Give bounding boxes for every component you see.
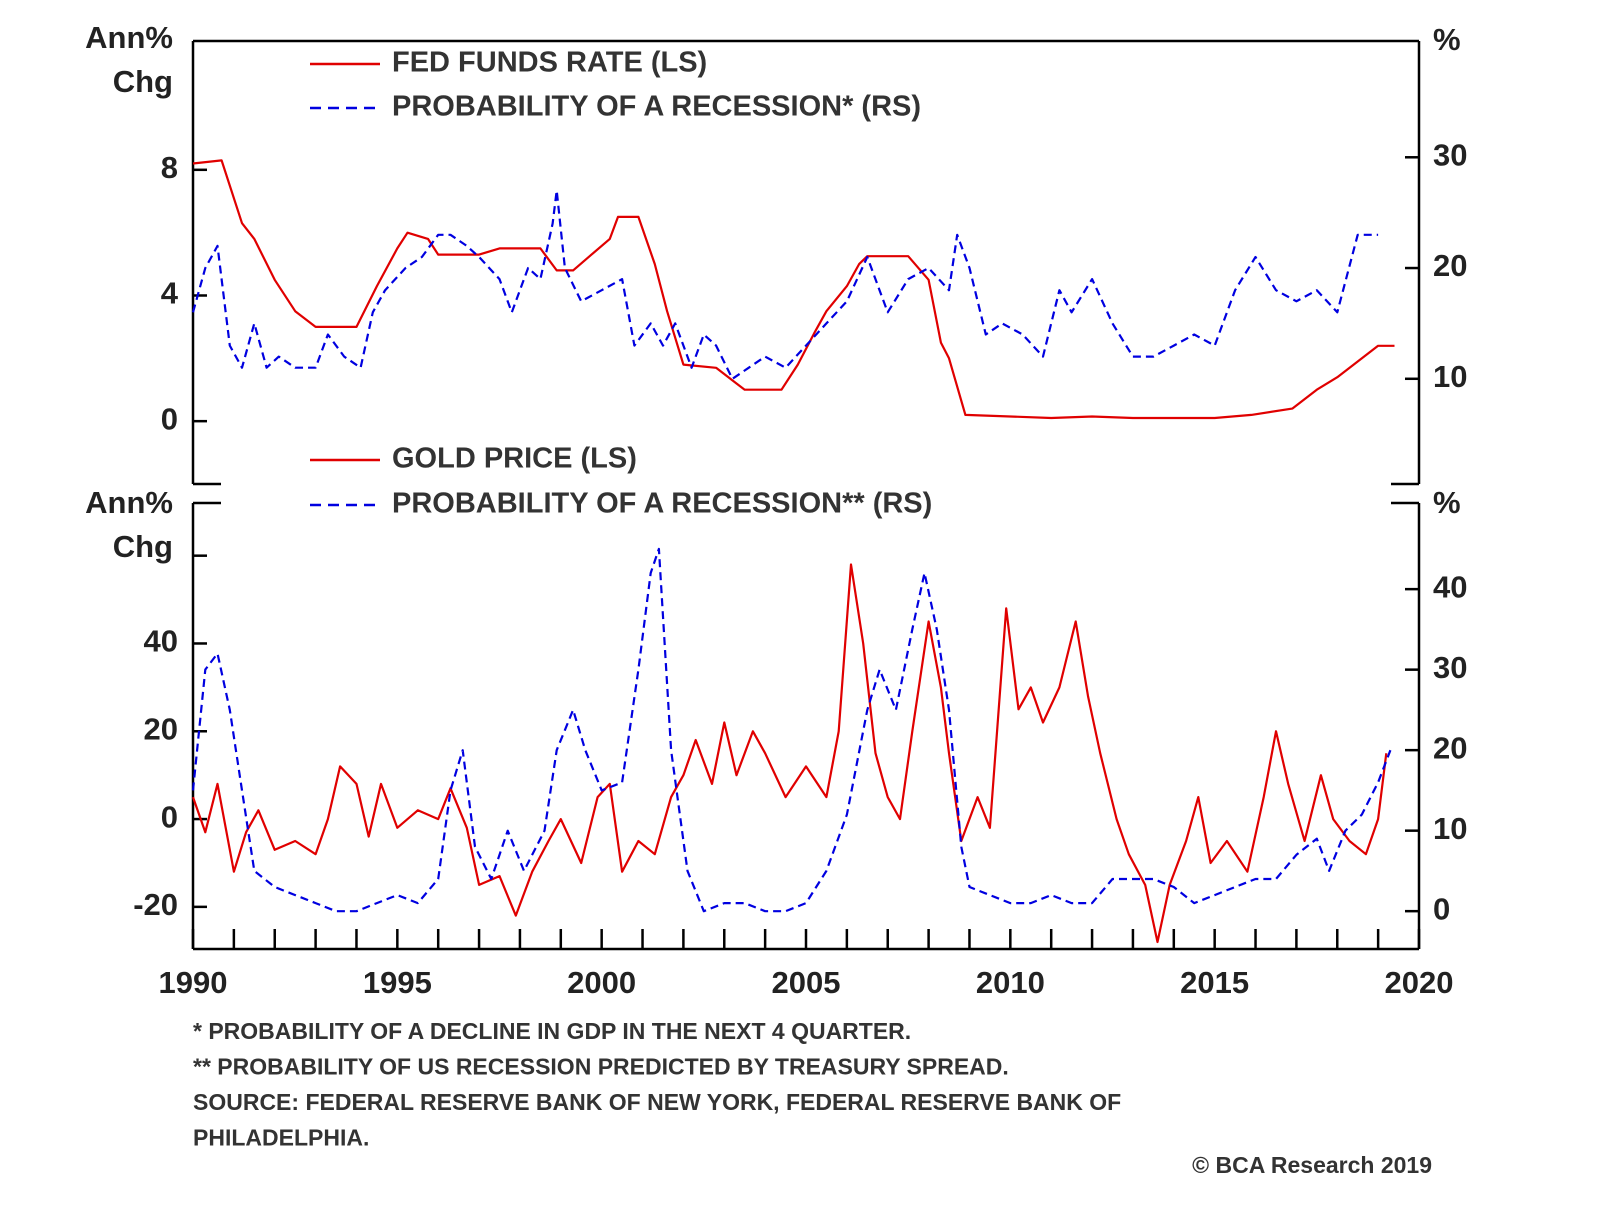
series-line xyxy=(192,159,1395,420)
y-tick-label: -20 xyxy=(133,887,178,922)
series-line xyxy=(191,563,1388,944)
y2-tick-label: 10 xyxy=(1433,359,1467,394)
legend-label: GOLD PRICE (LS) xyxy=(392,443,637,475)
y2-tick-label: 20 xyxy=(1433,730,1467,765)
y-tick-label: 4 xyxy=(161,276,179,311)
x-tick-label: 1995 xyxy=(363,965,432,1000)
y2-tick-label: 30 xyxy=(1433,137,1467,172)
y-axis-label: Ann% xyxy=(85,20,173,55)
x-tick-label: 2000 xyxy=(567,965,636,1000)
x-tick-label: 1990 xyxy=(159,965,228,1000)
legend-label: FED FUNDS RATE (LS) xyxy=(392,47,707,79)
y-axis-label: Chg xyxy=(113,529,173,564)
y2-tick-label: 30 xyxy=(1433,650,1467,685)
y-tick-label: 40 xyxy=(144,624,178,659)
footnote: SOURCE: FEDERAL RESERVE BANK OF NEW YORK… xyxy=(193,1089,1121,1115)
credit: © BCA Research 2019 xyxy=(1192,1152,1432,1178)
y-tick-label: 0 xyxy=(161,401,178,436)
y2-axis-label: % xyxy=(1433,22,1461,57)
y-tick-label: 8 xyxy=(161,150,178,185)
y-tick-label: 20 xyxy=(144,711,178,746)
x-tick-label: 2005 xyxy=(772,965,841,1000)
y-tick-label: 0 xyxy=(161,799,178,834)
y2-tick-label: 0 xyxy=(1433,891,1450,926)
footnote: * PROBABILITY OF A DECLINE IN GDP IN THE… xyxy=(193,1018,911,1044)
y2-tick-label: 20 xyxy=(1433,248,1467,283)
series-line xyxy=(191,547,1392,913)
y2-tick-label: 40 xyxy=(1433,569,1467,604)
y-axis-label: Chg xyxy=(113,64,173,99)
legend-label: PROBABILITY OF A RECESSION** (RS) xyxy=(392,488,932,520)
legend-label: PROBABILITY OF A RECESSION* (RS) xyxy=(392,91,921,123)
y2-axis-label: % xyxy=(1433,485,1461,520)
x-tick-label: 2010 xyxy=(976,965,1045,1000)
y-axis-label: Ann% xyxy=(85,485,173,520)
footnote: PHILADELPHIA. xyxy=(193,1125,369,1151)
footnote: ** PROBABILITY OF US RECESSION PREDICTED… xyxy=(193,1054,1009,1080)
x-tick-label: 2020 xyxy=(1385,965,1454,1000)
y2-tick-label: 10 xyxy=(1433,811,1467,846)
x-tick-label: 2015 xyxy=(1180,965,1249,1000)
